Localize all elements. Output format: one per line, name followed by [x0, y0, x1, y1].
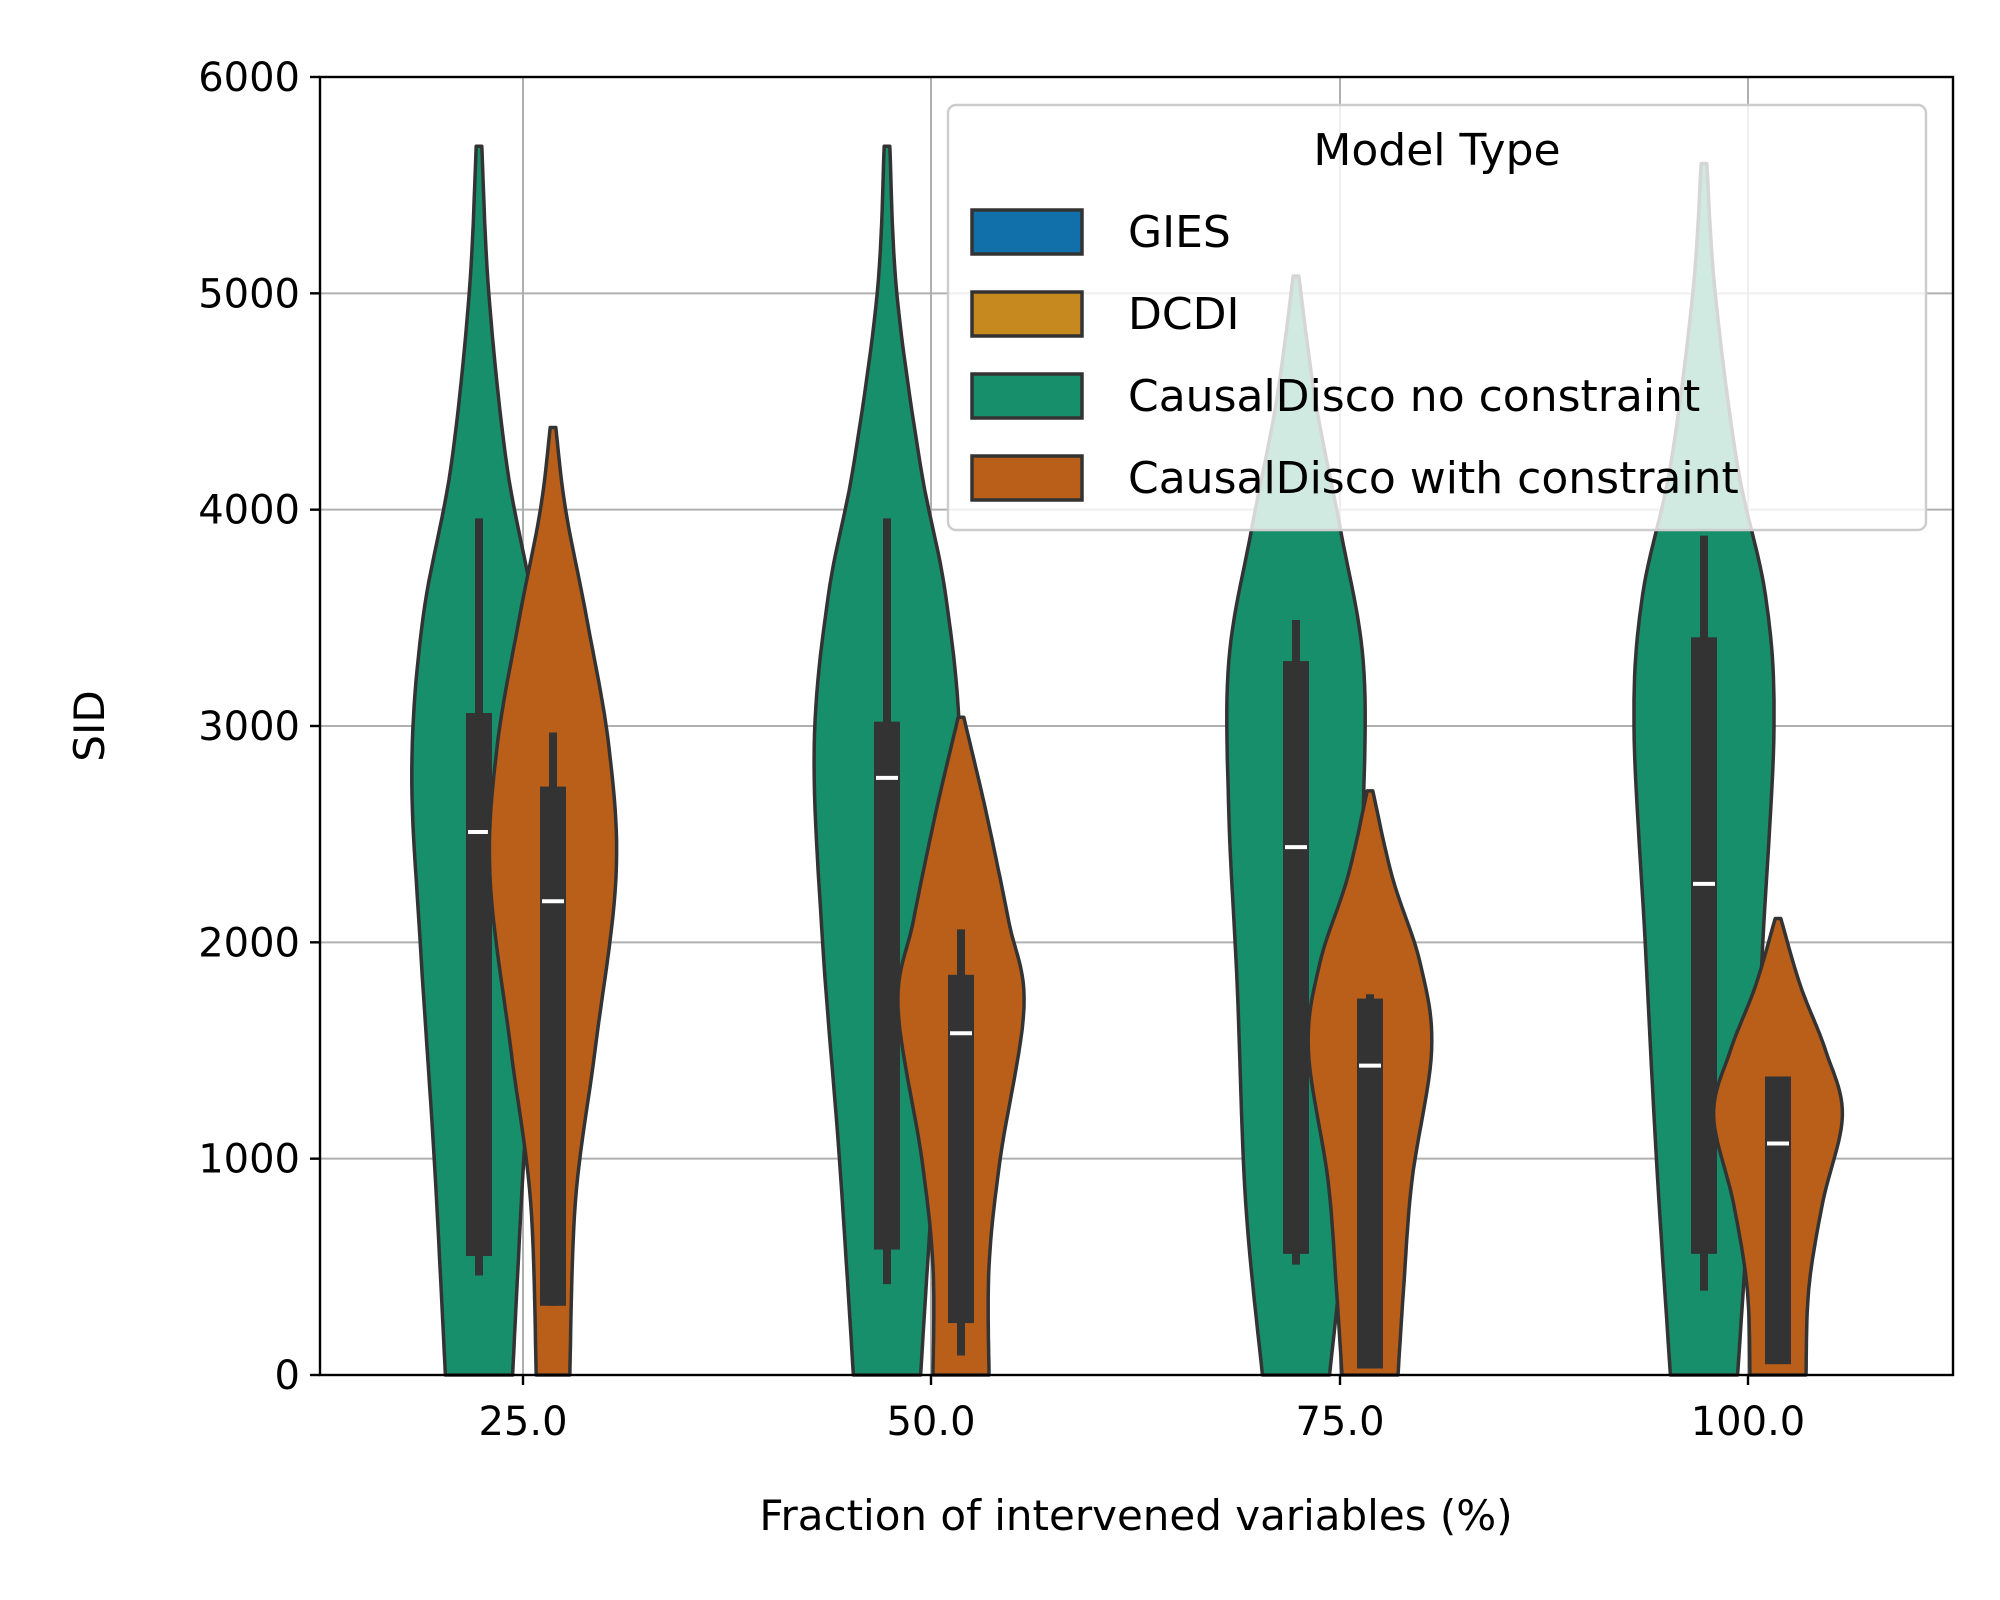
violin-iqr-box [874, 721, 900, 1250]
legend-label: DCDI [1128, 289, 1239, 340]
y-tick-label: 0 [275, 1353, 300, 1399]
violin-iqr-box [1357, 998, 1383, 1369]
x-tick-label: 75.0 [1295, 1399, 1384, 1445]
y-tick-label: 1000 [198, 1137, 300, 1183]
legend-swatch [970, 208, 1084, 256]
legend: Model Type GIES DCDI CausalDisco no constr… [946, 103, 1928, 532]
legend-swatch [970, 372, 1084, 420]
tick-layer: 0 1000 2000 3000 4000 5000 6000 25.0 50.0 75.0 100… [198, 55, 1805, 1445]
y-tick-label: 5000 [198, 271, 300, 317]
violin-iqr-box [1765, 1076, 1791, 1365]
legend-label: GIES [1128, 207, 1231, 258]
y-tick-label: 6000 [198, 55, 300, 101]
violin-layer [410, 144, 1845, 1377]
violin-iqr-box [948, 974, 974, 1324]
legend-label: CausalDisco with constraint [1128, 453, 1739, 504]
legend-label: CausalDisco no constraint [1128, 371, 1700, 422]
legend-swatch [970, 290, 1084, 338]
x-axis-label: Fraction of intervened variables (%) [759, 1491, 1512, 1540]
violin-iqr-box [466, 713, 492, 1257]
y-tick-label: 4000 [198, 488, 300, 534]
legend-frame [946, 103, 1928, 532]
y-axis-label: SID [65, 690, 114, 761]
x-tick-label: 50.0 [886, 1399, 975, 1445]
legend-entries: GIES DCDI CausalDisco no constraint CausalD… [970, 207, 1739, 504]
y-tick-label: 3000 [198, 704, 300, 750]
violin-iqr-box [1283, 661, 1309, 1254]
legend-title: Model Type [1313, 125, 1560, 176]
violin-iqr-box [1691, 637, 1717, 1254]
y-tick-label: 2000 [198, 920, 300, 966]
x-tick-label: 25.0 [478, 1399, 567, 1445]
x-tick-label: 100.0 [1691, 1399, 1806, 1445]
legend-swatch [970, 454, 1084, 502]
violin-iqr-box [540, 786, 566, 1306]
